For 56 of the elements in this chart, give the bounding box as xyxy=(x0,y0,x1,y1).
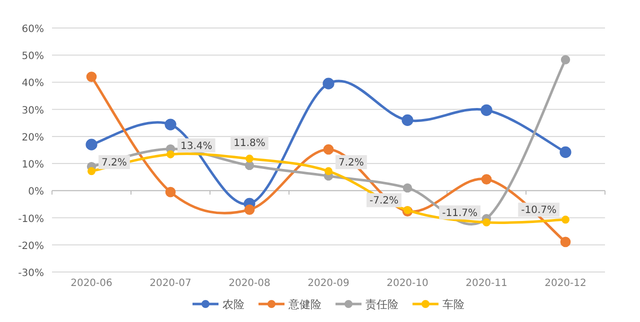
point xyxy=(560,236,571,248)
point xyxy=(322,78,334,90)
y-tick-label: 40% xyxy=(22,78,44,90)
legend-label: 意健险 xyxy=(288,298,322,311)
label: 7.2% xyxy=(336,155,367,170)
point xyxy=(402,114,414,126)
point xyxy=(562,216,570,224)
label: -10.7% xyxy=(518,202,560,217)
x-tick-label: 2020-12 xyxy=(544,278,586,289)
point xyxy=(244,160,254,170)
point xyxy=(166,150,174,158)
y-tick-label: -20% xyxy=(18,240,44,252)
data-label: -10.7% xyxy=(521,205,556,216)
point xyxy=(164,118,176,130)
point xyxy=(481,174,492,184)
label: 11.8% xyxy=(230,136,268,150)
point xyxy=(560,55,570,64)
point xyxy=(323,144,334,155)
data-label: 7.2% xyxy=(102,158,127,169)
x-tick-label: 2020-09 xyxy=(308,278,350,289)
point xyxy=(246,154,254,163)
point xyxy=(402,183,412,193)
legend-label: 农险 xyxy=(222,298,244,311)
point xyxy=(480,104,492,116)
y-tick-label: 50% xyxy=(22,51,44,62)
data-label: 13.4% xyxy=(180,140,212,152)
point xyxy=(86,138,98,150)
legend-label: 车险 xyxy=(442,298,464,311)
data-label: 7.2% xyxy=(338,158,364,169)
x-tick-label: 2020-10 xyxy=(386,278,428,289)
label: -7.2% xyxy=(366,193,402,208)
point xyxy=(324,167,332,176)
point xyxy=(244,204,255,215)
y-tick-label: 30% xyxy=(22,105,44,116)
x-tick-label: 2020-08 xyxy=(228,278,270,289)
x-tick-label: 2020-06 xyxy=(70,278,112,289)
y-tick-label: -30% xyxy=(18,268,44,279)
x-tick-label: 2020-07 xyxy=(150,278,192,289)
point xyxy=(165,186,176,198)
data-label: -7.2% xyxy=(369,196,398,207)
y-tick-label: 60% xyxy=(22,24,44,35)
point xyxy=(482,218,490,226)
point xyxy=(560,146,572,158)
point xyxy=(88,167,96,176)
data-label: -11.7% xyxy=(442,208,478,219)
y-tick-label: 20% xyxy=(22,132,44,144)
label: -11.7% xyxy=(439,205,480,220)
legend-label: 责任险 xyxy=(366,298,398,311)
data-label: 11.8% xyxy=(234,138,266,150)
point xyxy=(86,72,97,82)
y-tick-label: 0% xyxy=(28,186,44,198)
y-tick-label: 10% xyxy=(22,160,44,171)
x-tick-label: 2020-11 xyxy=(466,278,508,289)
y-tick-label: -10% xyxy=(18,214,44,225)
label: 7.2% xyxy=(98,155,130,170)
label: 13.4% xyxy=(178,138,216,152)
